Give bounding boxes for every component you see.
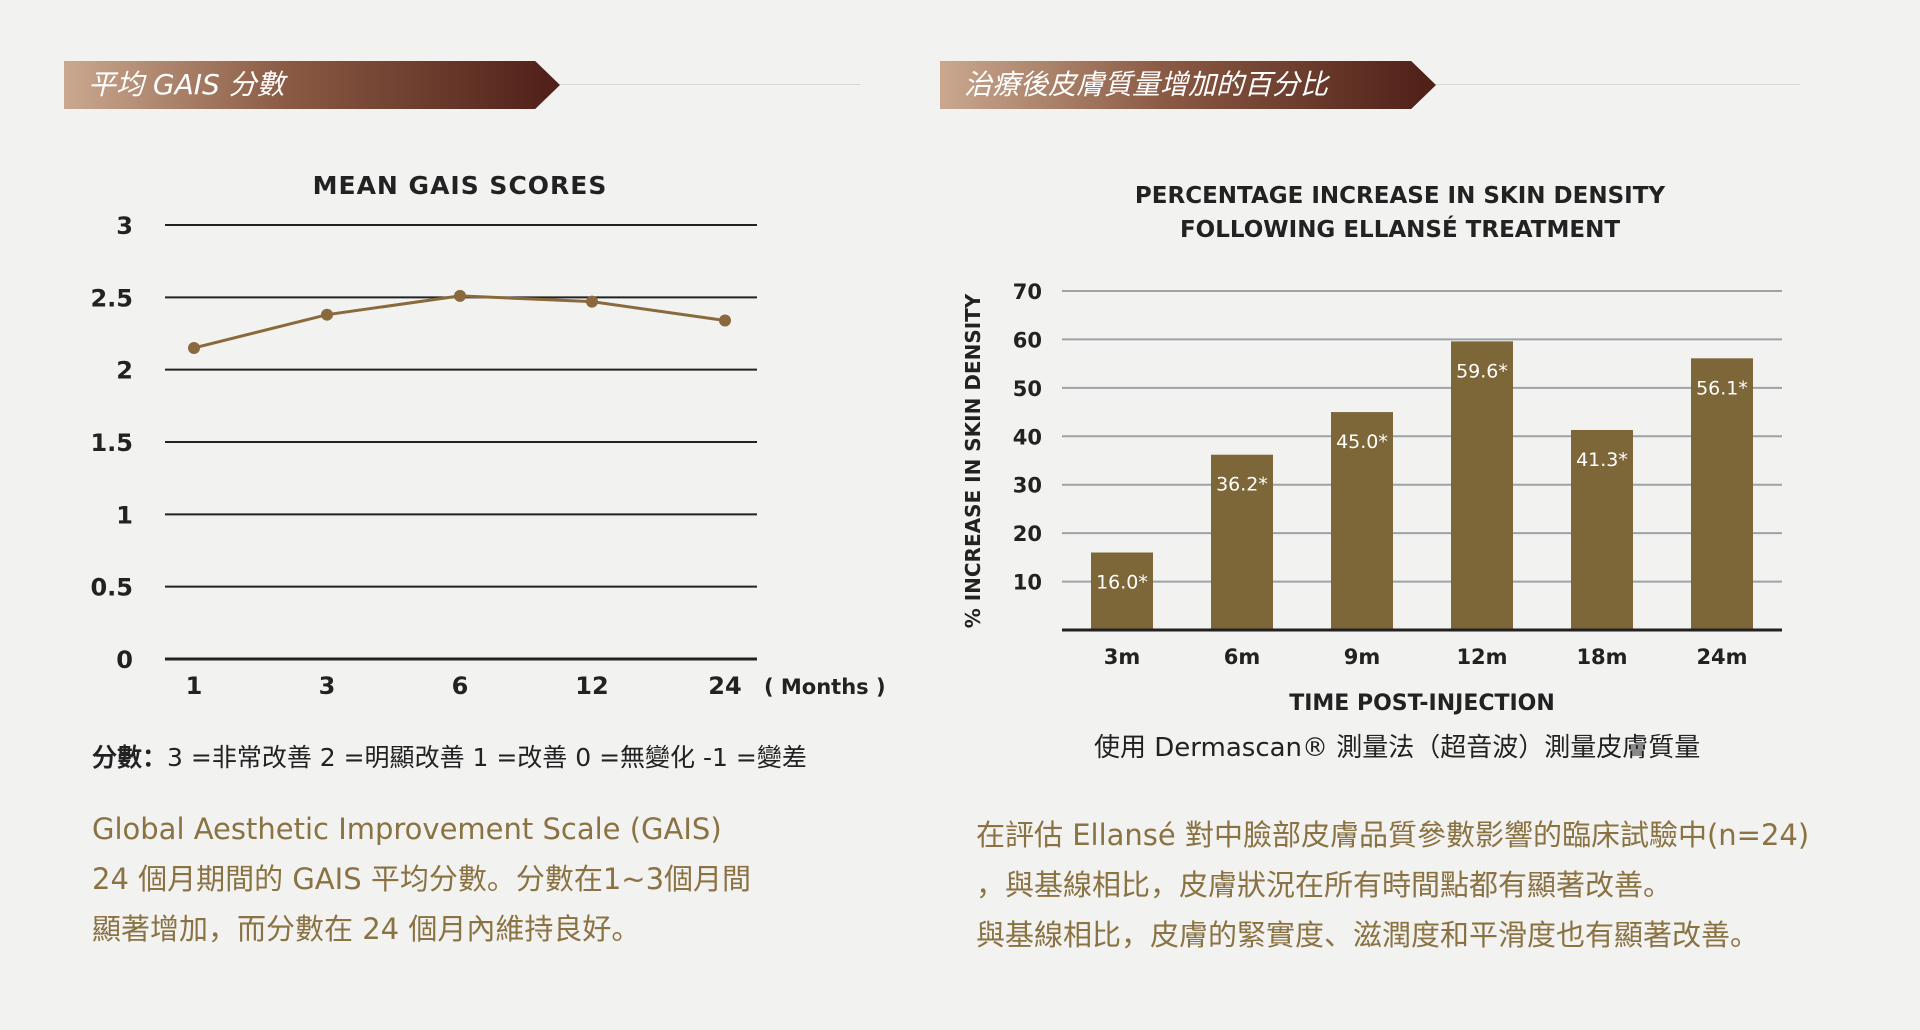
- line-y-tick-label: 2.5: [90, 284, 133, 312]
- gais-data-point: [188, 341, 200, 354]
- line-y-tick-label: 3: [116, 212, 133, 240]
- density-bar: [1451, 341, 1513, 630]
- density-bar-value-label: 16.0*: [1096, 572, 1148, 594]
- right-banner: 治療後皮膚質量增加的百分比: [940, 61, 1436, 109]
- bar-x-axis-label: TIME POST-INJECTION: [1289, 691, 1555, 716]
- bar-x-tick-label: 12m: [1456, 645, 1507, 669]
- density-bar: [1091, 552, 1153, 630]
- gais-legend-text: 3 =非常改善 2 =明顯改善 1 =改善 0 =無變化 -1 =變差: [167, 743, 807, 772]
- gais-data-point: [586, 295, 598, 308]
- line-y-tick-label: 0.5: [90, 574, 133, 602]
- line-x-tick-label: 6: [452, 672, 469, 700]
- bar-y-tick-label: 60: [1013, 328, 1042, 352]
- density-bar-value-label: 59.6*: [1456, 360, 1508, 382]
- bar-y-tick-label: 50: [1013, 377, 1042, 401]
- bar-chart-title-line-2: FOLLOWING ELLANSÉ TREATMENT: [1180, 215, 1620, 243]
- gais-data-point: [454, 289, 466, 302]
- line-y-tick-label: 1: [116, 501, 133, 529]
- density-bar-value-label: 41.3*: [1576, 449, 1628, 471]
- line-chart-title: MEAN GAIS SCORES: [313, 171, 608, 200]
- density-bar: [1331, 412, 1393, 630]
- dermascan-note: 使用 Dermascan® 測量法（超音波）測量皮膚質量: [1094, 733, 1701, 763]
- left-paragraph-line-2: 24 個月期間的 GAIS 平均分數。分數在1~3個月間: [92, 862, 752, 896]
- density-bar-value-label: 56.1*: [1696, 377, 1748, 399]
- bar-x-tick-label: 6m: [1224, 645, 1261, 669]
- right-paragraph-line-2: ，與基線相比，皮膚狀況在所有時間點都有顯著改善。: [976, 868, 1673, 902]
- density-bar-value-label: 36.2*: [1216, 474, 1268, 496]
- line-x-tick-label: 12: [575, 672, 608, 700]
- right-paragraph-line-3: 與基線相比，皮膚的緊實度、滋潤度和平滑度也有顯著改善。: [976, 918, 1760, 952]
- gais-series-line: [193, 294, 726, 350]
- line-y-tick-label: 1.5: [90, 429, 133, 457]
- skin-density-bar-chart: PERCENTAGE INCREASE IN SKIN DENSITY FOLLO…: [961, 183, 1782, 716]
- right-banner-title: 治療後皮膚質量增加的百分比: [964, 68, 1329, 101]
- bar-y-axis-label: % INCREASE IN SKIN DENSITY: [961, 293, 985, 628]
- density-bar-value-label: 45.0*: [1336, 431, 1388, 453]
- left-paragraph-line-3: 顯著增加，而分數在 24 個月內維持良好。: [92, 912, 641, 946]
- left-banner-divider: [560, 84, 860, 85]
- gais-data-point: [321, 308, 333, 321]
- line-y-tick-label: 2: [116, 357, 133, 385]
- bar-x-tick-label: 24m: [1696, 645, 1747, 669]
- line-x-tick-label: 3: [319, 672, 336, 700]
- gais-data-point: [719, 314, 731, 327]
- gais-legend-prefix: 分數：: [92, 743, 168, 772]
- bar-y-tick-label: 70: [1013, 280, 1042, 304]
- density-bar: [1571, 429, 1633, 630]
- bar-x-tick-label: 3m: [1104, 645, 1141, 669]
- left-paragraph: Global Aesthetic Improvement Scale (GAIS…: [92, 804, 751, 954]
- bar-y-tick-label: 40: [1013, 425, 1042, 449]
- bar-y-tick-label: 10: [1013, 571, 1042, 595]
- density-bar: [1211, 454, 1273, 630]
- line-x-unit-label: ( Months ): [764, 675, 886, 699]
- right-paragraph: 在評估 Ellansé 對中臉部皮膚品質參數影響的臨床試驗中(n=24) ，與基…: [976, 810, 1809, 960]
- line-y-tick-label: 0: [116, 646, 133, 674]
- bar-chart-title-line-1: PERCENTAGE INCREASE IN SKIN DENSITY: [1135, 183, 1665, 209]
- left-banner-title: 平均 GAIS 分數: [88, 68, 285, 101]
- line-x-tick-label: 24: [708, 672, 741, 700]
- right-paragraph-line-1: 在評估 Ellansé 對中臉部皮膚品質參數影響的臨床試驗中(n=24): [976, 818, 1810, 852]
- density-bar: [1691, 358, 1753, 630]
- gais-score-legend: 分數：3 =非常改善 2 =明顯改善 1 =改善 0 =無變化 -1 =變差: [92, 738, 807, 774]
- gais-line-chart: MEAN GAIS SCORES 0 0.5 1 1.5 2 2.5 3 1 3 6 12 24 ( Mo…: [90, 171, 885, 700]
- bar-y-tick-label: 20: [1013, 522, 1042, 546]
- bar-x-tick-label: 18m: [1576, 645, 1627, 669]
- right-banner-divider: [1436, 84, 1800, 85]
- bar-x-tick-label: 9m: [1344, 645, 1381, 669]
- bar-y-tick-label: 30: [1013, 474, 1042, 498]
- left-paragraph-line-1: Global Aesthetic Improvement Scale (GAIS…: [92, 812, 722, 846]
- line-x-tick-label: 1: [186, 672, 203, 700]
- left-banner: 平均 GAIS 分數: [64, 61, 560, 109]
